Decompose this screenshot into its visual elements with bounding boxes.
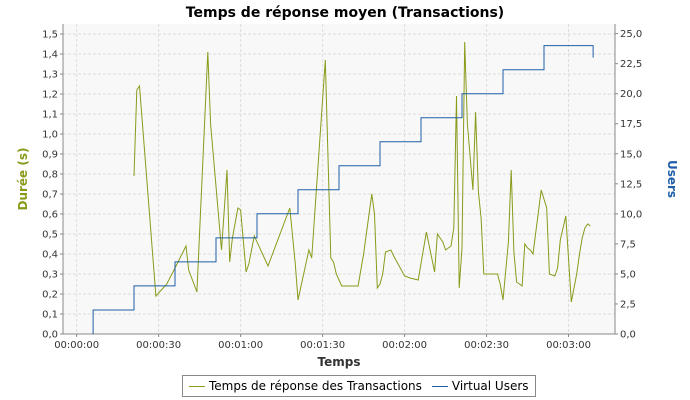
y-tick-label: 1,5 [42, 30, 58, 41]
x-tick-label: 00:01:00 [218, 340, 263, 351]
grid [63, 24, 615, 335]
y2-tick-label: 7,5 [620, 239, 636, 250]
y-tick-label: 0,5 [42, 230, 58, 241]
x-tick-label: 00:00:30 [136, 340, 181, 351]
legend-swatch-virtual-users [431, 385, 448, 387]
y2-tick-label: 15,0 [620, 149, 642, 160]
axes: 0,0 0,1 0,2 0,3 0,4 0,5 0,6 0,7 0,8 0,9 1,0 1,1 1,2 1… [42, 24, 642, 351]
y2-tick-label: 5,0 [620, 269, 636, 280]
y2-tick-label: 0,0 [620, 330, 636, 341]
y2-tick-label: 12,5 [620, 179, 642, 190]
legend: Temps de réponse des Transactions Virtua… [182, 375, 536, 397]
y-tick-label: 0,2 [42, 290, 58, 301]
y-axis-title: Durée (s) [16, 148, 30, 211]
y-tick-label: 0,4 [42, 250, 58, 261]
legend-label-virtual-users: Virtual Users [451, 379, 529, 393]
x-tick-label: 00:02:30 [464, 340, 509, 351]
chart-title: Temps de réponse moyen (Transactions) [186, 5, 504, 21]
y-tick-label: 1,0 [42, 130, 58, 141]
y2-tick-label: 2,5 [620, 299, 636, 310]
y2-tick-label: 17,5 [620, 119, 642, 130]
y-tick-label: 1,3 [42, 70, 58, 81]
x-tick-label: 00:00:00 [54, 340, 99, 351]
y-tick-label: 0,1 [42, 310, 58, 321]
y-tick-label: 1,1 [42, 110, 58, 121]
y-tick-label: 0,6 [42, 210, 58, 221]
y-tick-label: 0,3 [42, 270, 58, 281]
y2-tick-label: 20,0 [620, 89, 642, 100]
x-tick-label: 00:03:00 [546, 340, 591, 351]
series-lines [92, 41, 594, 334]
y-tick-label: 0,7 [42, 190, 58, 201]
legend-item-virtual-users: Virtual Users [431, 379, 529, 393]
legend-swatch-response-time [189, 385, 205, 387]
y-tick-label: 0,8 [42, 170, 58, 181]
legend-item-response-time: Temps de réponse des Transactions [189, 379, 422, 393]
x-axis-title: Temps [318, 355, 361, 369]
legend-label-response-time: Temps de réponse des Transactions [209, 379, 422, 393]
y2-axis-title: Users [665, 160, 679, 198]
series-line-virtual-users [92, 45, 594, 334]
x-tick-label: 00:02:00 [382, 340, 427, 351]
y2-tick-label: 22,5 [620, 59, 642, 70]
x-tick-label: 00:01:30 [300, 340, 345, 351]
y2-tick-label: 10,0 [620, 209, 642, 220]
y-tick-label: 0,0 [42, 330, 58, 341]
y-tick-label: 0,9 [42, 150, 58, 161]
y2-tick-label: 25,0 [620, 29, 642, 40]
y-tick-label: 1,4 [42, 50, 58, 61]
y-tick-label: 1,2 [42, 90, 58, 101]
series-line-response-time [133, 41, 591, 303]
